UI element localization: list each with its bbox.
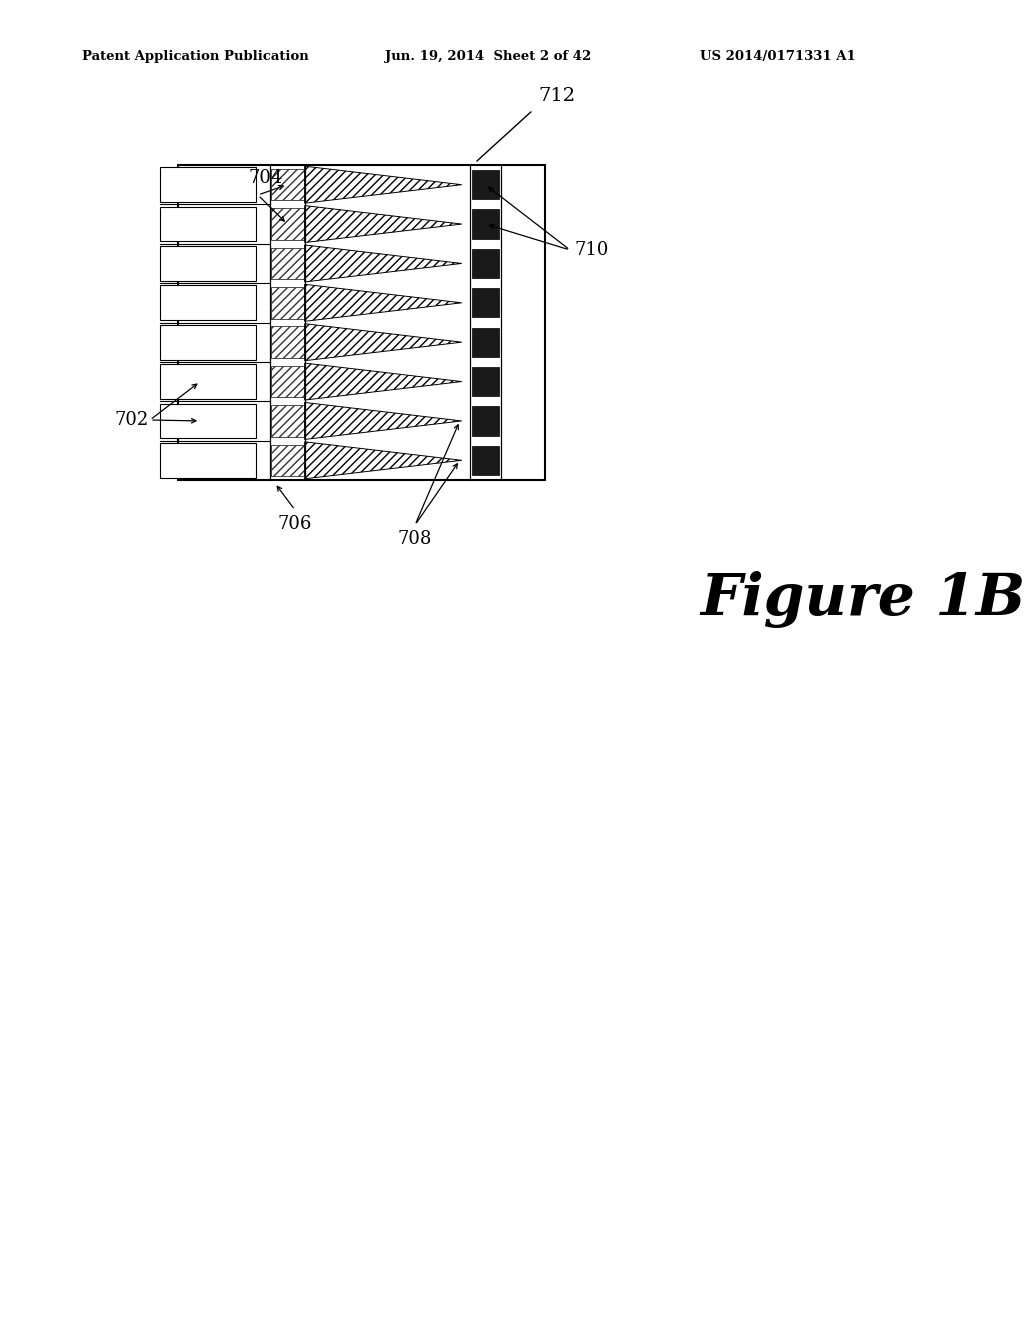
- Bar: [160, 246, 256, 281]
- Bar: [472, 210, 499, 239]
- Text: US 2014/0171331 A1: US 2014/0171331 A1: [700, 50, 856, 63]
- Bar: [472, 170, 499, 199]
- Text: 702: 702: [115, 411, 150, 429]
- Text: 708: 708: [397, 531, 432, 548]
- Bar: [160, 325, 256, 359]
- Bar: [160, 285, 256, 321]
- Bar: [270, 326, 303, 358]
- Polygon shape: [304, 166, 462, 203]
- Bar: [472, 407, 499, 436]
- Text: 706: 706: [278, 515, 312, 533]
- Bar: [160, 404, 256, 438]
- Bar: [160, 207, 256, 242]
- Bar: [270, 445, 303, 477]
- Bar: [160, 168, 256, 202]
- Polygon shape: [304, 363, 462, 400]
- Bar: [472, 249, 499, 279]
- Bar: [472, 446, 499, 475]
- Bar: [472, 367, 499, 396]
- Text: Figure 1B: Figure 1B: [700, 572, 1024, 628]
- Polygon shape: [304, 403, 462, 440]
- Bar: [270, 405, 303, 437]
- Bar: [178, 165, 545, 480]
- Polygon shape: [304, 323, 462, 360]
- Text: 704: 704: [248, 169, 283, 187]
- Text: 710: 710: [575, 242, 609, 259]
- Polygon shape: [304, 206, 462, 243]
- Bar: [270, 366, 303, 397]
- Polygon shape: [304, 246, 462, 282]
- Bar: [472, 327, 499, 356]
- Bar: [160, 364, 256, 399]
- Text: Jun. 19, 2014  Sheet 2 of 42: Jun. 19, 2014 Sheet 2 of 42: [385, 50, 591, 63]
- Bar: [270, 248, 303, 280]
- Bar: [270, 209, 303, 240]
- Polygon shape: [304, 284, 462, 321]
- Text: 712: 712: [538, 87, 575, 106]
- Bar: [270, 169, 303, 201]
- Bar: [472, 288, 499, 317]
- Text: Patent Application Publication: Patent Application Publication: [82, 50, 309, 63]
- Bar: [160, 444, 256, 478]
- Bar: [270, 286, 303, 318]
- Polygon shape: [304, 442, 462, 479]
